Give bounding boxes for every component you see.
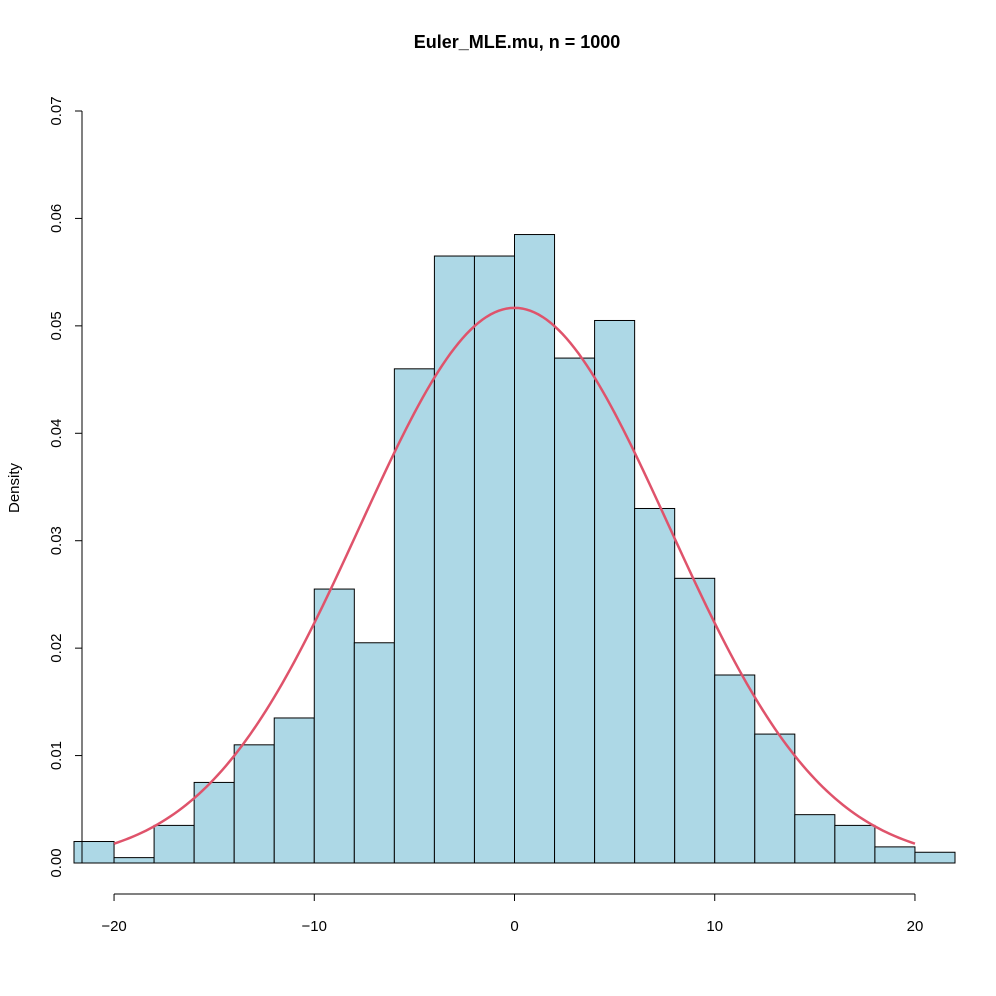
histogram-bar-7 xyxy=(353,642,395,864)
histogram-bar-15 xyxy=(674,577,716,864)
histogram-bar-0 xyxy=(73,841,115,864)
histogram-bar-4 xyxy=(233,744,275,864)
histogram-bar-1 xyxy=(113,857,155,864)
histogram-bar-2 xyxy=(153,824,195,864)
density-curve xyxy=(113,306,916,845)
y-tick-label-0: 0.00 xyxy=(48,848,65,877)
x-tick-label-0: −20 xyxy=(101,918,126,935)
y-tick-label-4: 0.04 xyxy=(48,419,65,448)
chart-title: Euler_MLE.mu, n = 1000 xyxy=(414,32,621,52)
x-tick-label-2: 0 xyxy=(510,918,518,935)
y-tick-label-1: 0.01 xyxy=(48,741,65,770)
histogram-bars xyxy=(73,234,956,864)
y-tick-label-2: 0.02 xyxy=(48,634,65,663)
histogram-bar-8 xyxy=(393,368,435,864)
x-tick-label-3: 10 xyxy=(706,918,723,935)
y-tick-label-6: 0.06 xyxy=(48,204,65,233)
histogram-bar-6 xyxy=(313,588,355,864)
histogram-bar-3 xyxy=(193,781,235,864)
histogram-bar-9 xyxy=(433,255,475,864)
histogram-bar-12 xyxy=(554,357,596,864)
histogram-bar-11 xyxy=(514,234,556,864)
histogram-bar-13 xyxy=(594,319,636,864)
histogram-bar-10 xyxy=(473,255,516,864)
y-tick-label-7: 0.07 xyxy=(48,96,65,125)
histogram-bar-20 xyxy=(874,846,916,864)
x-axis: −20 −10 0 10 20 xyxy=(101,893,924,935)
y-tick-label-5: 0.05 xyxy=(48,311,65,340)
histogram-bar-18 xyxy=(794,814,836,864)
histogram-bar-14 xyxy=(634,507,676,864)
histogram-bar-17 xyxy=(754,733,796,864)
x-tick-label-4: 20 xyxy=(907,918,924,935)
x-tick-label-1: −10 xyxy=(302,918,327,935)
y-axis: 0.00 0.01 0.02 0.03 0.04 0.05 0.06 0.07 xyxy=(48,96,83,878)
histogram-bar-16 xyxy=(714,674,756,864)
histogram-bar-5 xyxy=(273,717,315,864)
histogram-bar-21 xyxy=(914,851,956,864)
y-tick-label-3: 0.03 xyxy=(48,526,65,555)
histogram-bar-19 xyxy=(834,824,876,864)
y-axis-label: Density xyxy=(6,462,23,513)
